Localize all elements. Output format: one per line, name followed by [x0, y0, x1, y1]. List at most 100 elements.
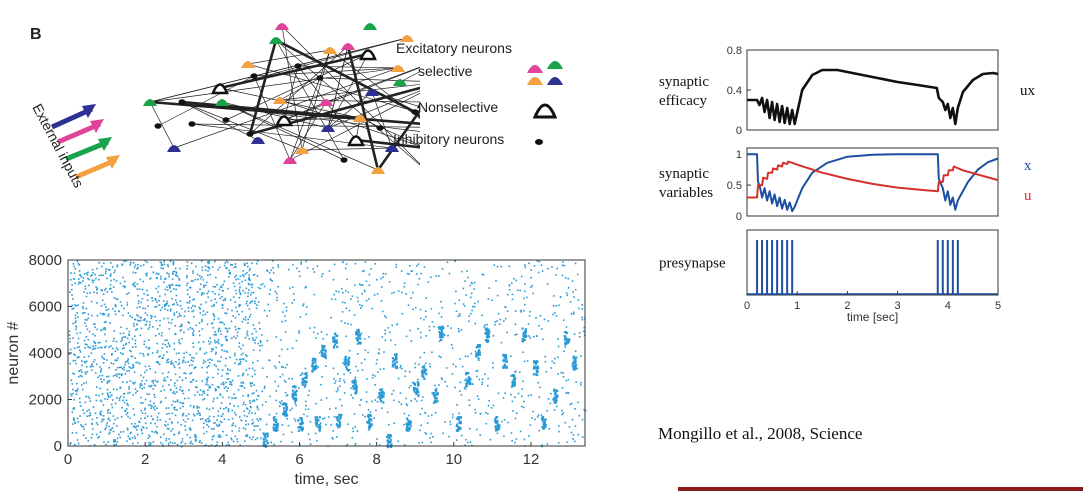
spike-point [106, 422, 108, 424]
burst-spike [332, 340, 335, 343]
spike-point [243, 387, 246, 389]
spike-point [171, 318, 173, 321]
spike-point [218, 327, 221, 330]
spike-point [190, 428, 192, 431]
spike-point [190, 307, 193, 309]
spike-point [108, 366, 111, 369]
spike-point [472, 305, 474, 308]
spike-point [73, 272, 76, 275]
spike-point [176, 275, 179, 278]
spike-point [206, 311, 209, 314]
spike-point [360, 307, 362, 309]
spike-point [82, 280, 84, 282]
spike-point [116, 417, 119, 419]
spike-point [100, 414, 102, 416]
selective-neuron-icon [275, 23, 289, 30]
spike-point [417, 283, 419, 286]
spike-point [193, 415, 196, 417]
spike-point [85, 366, 88, 368]
inhibitory-neuron-icon [188, 121, 196, 127]
spike-point [142, 427, 145, 429]
spike-point [256, 437, 259, 439]
spike-point [465, 294, 468, 296]
spike-point [252, 291, 255, 294]
spike-point [111, 291, 113, 293]
spike-point [75, 328, 77, 331]
burst-spike [484, 339, 488, 342]
spike-point [444, 380, 446, 383]
spike-point [77, 375, 80, 378]
spike-point [174, 392, 176, 395]
spike-point [193, 405, 195, 408]
burst-spike [276, 424, 279, 428]
burst-spike [505, 356, 508, 359]
spike-point [321, 418, 324, 420]
spike-point [504, 317, 507, 320]
spike-point [240, 347, 242, 350]
spike-point [531, 417, 533, 419]
spike-point [282, 433, 285, 436]
spike-point [174, 442, 176, 444]
spike-point [276, 296, 278, 299]
spike-point [344, 301, 346, 304]
spike-point [249, 402, 252, 404]
spike-point [122, 276, 124, 279]
spike-point [95, 363, 98, 366]
spike-point [172, 303, 174, 306]
spike-point [147, 437, 149, 440]
spike-point [577, 433, 580, 436]
spike-point [144, 412, 147, 415]
spike-point [325, 365, 327, 367]
spike-point [304, 367, 307, 370]
spike-point [92, 333, 94, 335]
spike-point [381, 407, 383, 409]
spike-point [144, 324, 147, 326]
spike-point [419, 331, 422, 334]
spike-point [194, 440, 197, 442]
burst-spike [353, 383, 356, 386]
spike-point [205, 430, 208, 433]
spike-point [248, 274, 250, 277]
burst-spike [389, 440, 392, 444]
spike-point [169, 379, 172, 381]
spike-point [227, 377, 230, 380]
spike-point [580, 355, 582, 357]
burst-spike [300, 417, 303, 420]
spike-point [374, 375, 376, 377]
spike-point [155, 319, 158, 322]
burst-spike [542, 415, 545, 419]
spike-point [561, 413, 564, 416]
spike-point [373, 417, 376, 419]
spike-point [109, 419, 111, 422]
panel-frame [746, 229, 999, 296]
spike-point [223, 382, 225, 385]
spike-point [167, 342, 170, 345]
spike-point [246, 304, 249, 307]
spike-point [295, 339, 298, 342]
burst-spike [389, 445, 393, 448]
burst-spike [338, 425, 341, 428]
spike-point [234, 425, 237, 427]
spike-point [430, 307, 433, 310]
spike-point [427, 415, 430, 417]
burst-spike [505, 358, 508, 361]
spike-point [237, 405, 240, 408]
legend-inhibitory: Inhibitory neurons [393, 131, 505, 147]
spike-point [192, 342, 194, 344]
spike-point [510, 393, 512, 396]
burst-spike [407, 427, 410, 431]
spike-point [445, 367, 448, 369]
spike-point [192, 413, 195, 416]
spike-point [197, 341, 200, 344]
spike-point [136, 288, 139, 290]
spike-point [156, 351, 158, 354]
spike-point [109, 429, 112, 431]
spike-point [277, 385, 280, 387]
spike-point [269, 395, 271, 398]
spike-point [78, 346, 80, 348]
burst-spike [477, 353, 480, 357]
inhibitory-neuron-icon [154, 123, 162, 129]
spike-point [189, 427, 191, 429]
spike-point [381, 310, 384, 313]
spike-point [224, 262, 227, 264]
